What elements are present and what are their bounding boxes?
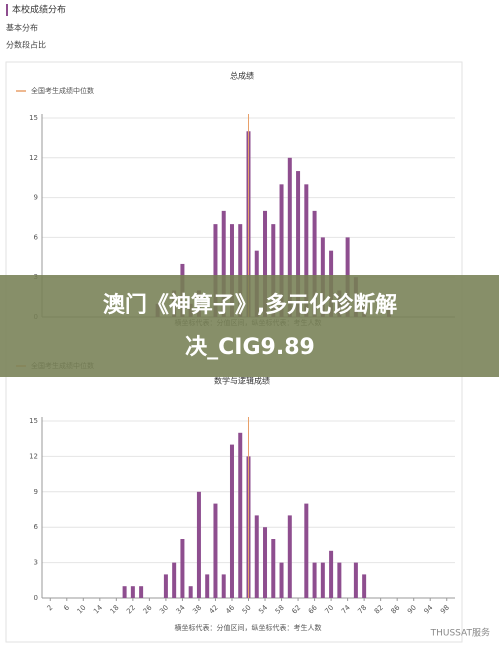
- bar: [312, 562, 317, 598]
- x-tick-label: 38: [191, 604, 203, 616]
- bar: [196, 491, 201, 598]
- bar: [238, 432, 243, 598]
- bar: [213, 224, 218, 317]
- banner-text: 决_CIG9.89: [185, 335, 315, 360]
- bar: [312, 210, 317, 317]
- chart-title: 总成绩: [230, 71, 254, 81]
- tab[interactable]: 分数段占比: [6, 40, 46, 50]
- legend-label: 全国考生成绩中位数: [31, 86, 94, 95]
- bar: [271, 224, 276, 317]
- y-tick-label: 9: [34, 194, 38, 202]
- page-title: 本校成绩分布: [12, 4, 66, 16]
- bar: [172, 562, 177, 598]
- y-tick-label: 12: [29, 452, 38, 460]
- bar: [279, 562, 284, 598]
- bar: [287, 157, 292, 317]
- bar: [296, 171, 301, 317]
- bar: [329, 550, 334, 598]
- y-tick-label: 6: [34, 523, 39, 531]
- bar: [287, 515, 292, 598]
- x-tick-label: 70: [323, 604, 335, 616]
- bar: [163, 574, 168, 598]
- bar: [238, 224, 243, 317]
- bar: [337, 562, 342, 598]
- x-tick-label: 50: [241, 604, 253, 616]
- x-tick-label: 10: [76, 604, 88, 616]
- x-tick-label: 30: [158, 604, 170, 616]
- banner: [0, 275, 499, 377]
- bar: [279, 184, 284, 317]
- y-tick-label: 3: [34, 559, 38, 567]
- x-tick-label: 62: [290, 604, 302, 616]
- x-tick-label: 82: [373, 604, 385, 616]
- bar: [229, 444, 234, 598]
- bar: [122, 586, 127, 598]
- bar: [320, 562, 325, 598]
- watermark: THUSSAT服务: [430, 627, 490, 639]
- bar: [353, 562, 358, 598]
- bar: [304, 184, 309, 317]
- bar: [139, 586, 144, 598]
- y-tick-label: 15: [29, 417, 38, 425]
- x-tick-label: 6: [62, 603, 71, 612]
- y-tick-label: 6: [34, 233, 39, 241]
- bar: [271, 539, 276, 598]
- bar: [205, 574, 210, 598]
- y-tick-label: 12: [29, 154, 38, 162]
- y-tick-label: 9: [34, 488, 38, 496]
- x-tick-label: 22: [125, 604, 137, 616]
- bar: [229, 224, 234, 317]
- chart-title: 数学与逻辑成绩: [214, 376, 270, 386]
- tab[interactable]: 基本分布: [6, 23, 38, 33]
- bar: [130, 586, 135, 598]
- x-tick-label: 58: [274, 604, 286, 616]
- bar: [180, 539, 185, 598]
- bar: [304, 503, 309, 598]
- bar: [254, 515, 259, 598]
- x-tick-label: 90: [406, 604, 418, 616]
- y-tick-label: 15: [29, 114, 38, 122]
- x-tick-label: 78: [356, 604, 368, 616]
- title-marker: [6, 4, 8, 16]
- bar: [362, 574, 367, 598]
- bar: [263, 527, 268, 598]
- bar: [188, 586, 193, 598]
- bar: [221, 574, 226, 598]
- bar: [221, 210, 226, 317]
- y-tick-label: 0: [34, 594, 38, 602]
- x-tick-label: 2: [46, 604, 55, 613]
- x-tick-label: 18: [109, 604, 121, 616]
- bar: [213, 503, 218, 598]
- banner-text: 澳门《神算子》,多元化诊断解: [103, 292, 397, 318]
- x-tick-label: 42: [208, 604, 220, 616]
- bar: [263, 210, 268, 317]
- x-tick-label: 98: [439, 604, 451, 616]
- axis-caption: 横坐标代表：分值区间，纵坐标代表：考生人数: [175, 623, 322, 632]
